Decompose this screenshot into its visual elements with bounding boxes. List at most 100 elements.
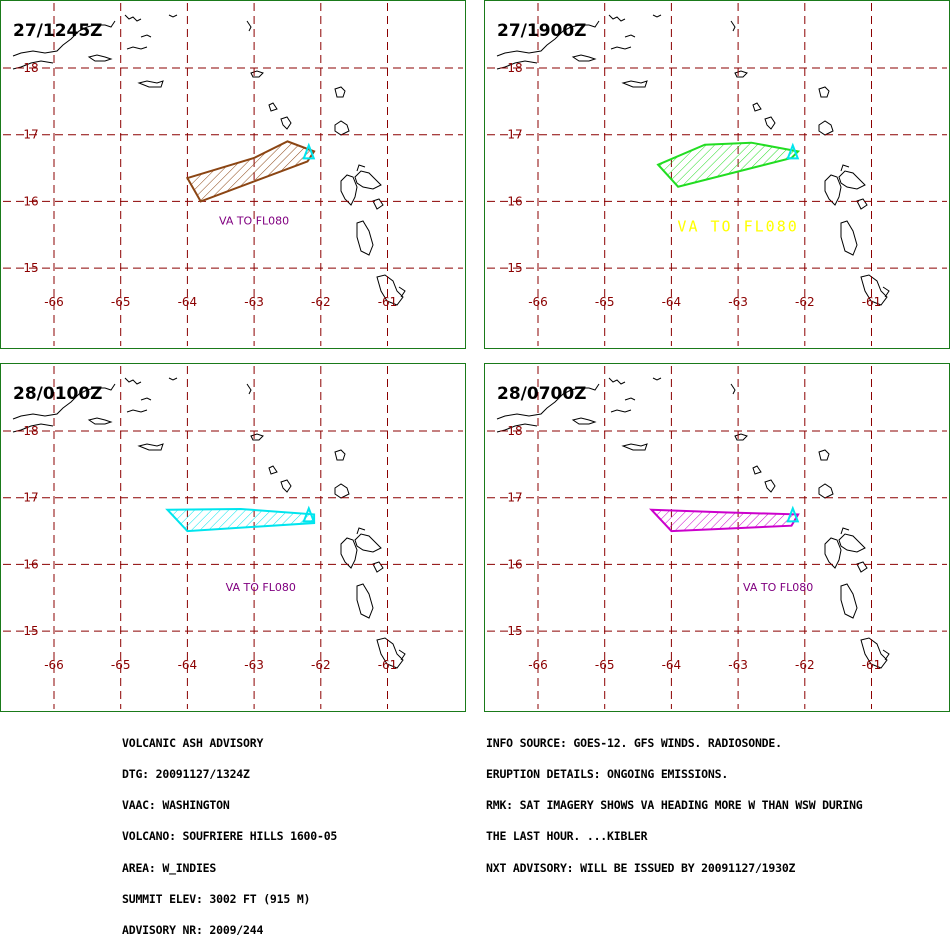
advisory-info-left: VOLCANIC ASH ADVISORY DTG: 20091127/1324… xyxy=(122,717,337,946)
coastline xyxy=(571,417,597,425)
info-line: VOLCANIC ASH ADVISORY xyxy=(122,735,264,750)
lon-tick-label: -62 xyxy=(311,295,331,309)
coastline xyxy=(137,80,164,88)
lon-tick-label: -62 xyxy=(795,295,815,309)
lat-tick-label: 18 xyxy=(23,424,38,438)
lat-tick-label: 18 xyxy=(507,61,522,75)
coastline xyxy=(124,377,142,385)
lon-tick-label: -61 xyxy=(862,295,882,309)
info-line: RMK: SAT IMAGERY SHOWS VA HEADING MORE W… xyxy=(486,798,863,813)
info-line: VOLCANO: SOUFRIERE HILLS 1600-05 xyxy=(122,829,338,844)
coastline xyxy=(621,443,648,451)
info-line: THE LAST HOUR. ...KIBLER xyxy=(486,829,648,844)
va-height-label: VA TO FL080 xyxy=(677,217,798,235)
coastline xyxy=(840,164,850,172)
coastline xyxy=(246,20,252,32)
coastline xyxy=(372,561,384,573)
coastline xyxy=(652,14,662,18)
lat-tick-label: 15 xyxy=(23,624,38,638)
coastline xyxy=(752,465,762,475)
coastline xyxy=(340,537,358,569)
lon-tick-label: -66 xyxy=(528,658,548,672)
coastline xyxy=(838,533,866,553)
coastline xyxy=(250,433,264,441)
volcano-triangle-icon xyxy=(786,505,800,523)
coastline xyxy=(398,286,406,298)
lon-tick-label: -63 xyxy=(728,658,748,672)
lat-tick-label: 17 xyxy=(23,491,38,505)
lon-tick-label: -66 xyxy=(44,295,64,309)
lat-tick-label: 15 xyxy=(507,624,522,638)
map-canvas: -66 -65 -64 -63 -62 -61 15 16 17 18 VA TO FL080 27/… xyxy=(487,3,947,346)
lon-tick-label: -65 xyxy=(111,295,131,309)
lat-tick-label: 18 xyxy=(507,424,522,438)
coastline xyxy=(571,54,597,62)
coastline xyxy=(137,443,164,451)
coastline xyxy=(354,170,382,190)
coastline xyxy=(356,220,374,256)
info-line: AREA: W_INDIES xyxy=(122,860,217,875)
coastline xyxy=(340,174,358,206)
map-canvas: -66 -65 -64 -63 -62 -61 15 16 17 18 VA TO FL080 28/… xyxy=(487,366,947,709)
lon-tick-label: -63 xyxy=(244,295,264,309)
panel-time-label: 28/0700Z xyxy=(497,384,587,404)
coastline xyxy=(280,116,292,130)
lon-tick-label: -64 xyxy=(178,295,198,309)
coastline xyxy=(334,483,350,499)
map-canvas: -66 -65 -64 -63 -62 -61 15 16 17 18 VA TO FL080 27/… xyxy=(3,3,463,346)
lon-tick-label: -63 xyxy=(728,295,748,309)
coastline xyxy=(824,174,842,206)
coastline xyxy=(140,34,152,38)
advisory-info-right: INFO SOURCE: GOES-12. GFS WINDS. RADIOSO… xyxy=(486,717,863,883)
coastline xyxy=(608,14,626,22)
coastline xyxy=(818,120,834,136)
coastline xyxy=(398,649,406,661)
coastline xyxy=(334,449,346,461)
lat-tick-label: 17 xyxy=(507,491,522,505)
coastline xyxy=(87,54,113,62)
ash-plume-polygon xyxy=(656,141,801,188)
coastline xyxy=(624,34,636,38)
coastline xyxy=(140,397,152,401)
coastline xyxy=(882,286,890,298)
ash-plume-polygon xyxy=(649,508,800,533)
coastline xyxy=(824,537,842,569)
coastline xyxy=(496,383,600,420)
lon-tick-label: -64 xyxy=(662,658,682,672)
ash-plume-polygon xyxy=(165,507,316,533)
coastline xyxy=(608,377,626,385)
info-line: DTG: 20091127/1324Z xyxy=(122,767,250,782)
coastline xyxy=(840,583,858,619)
coastline xyxy=(840,527,850,535)
coastline xyxy=(652,377,662,381)
lon-tick-label: -61 xyxy=(378,658,398,672)
coastline xyxy=(764,116,776,130)
coastline xyxy=(124,14,142,22)
lon-tick-label: -63 xyxy=(244,658,264,672)
lat-tick-label: 17 xyxy=(507,128,522,142)
coastline xyxy=(496,20,600,57)
coastline xyxy=(126,409,148,413)
lat-tick-label: 15 xyxy=(507,261,522,275)
coastline xyxy=(268,465,278,475)
lat-tick-label: 16 xyxy=(23,194,38,208)
coastline xyxy=(856,198,868,210)
coastline xyxy=(87,417,113,425)
va-height-label: VA TO FL080 xyxy=(743,581,813,594)
coastline xyxy=(168,377,178,381)
map-panel-3: -66 -65 -64 -63 -62 -61 15 16 17 18 VA TO FL080 28/… xyxy=(0,363,466,712)
coastline xyxy=(838,170,866,190)
coastline xyxy=(168,14,178,18)
coastline xyxy=(856,561,868,573)
coastline xyxy=(610,46,632,50)
info-line: ADVISORY NR: 2009/244 xyxy=(122,923,264,938)
coastline xyxy=(354,533,382,553)
lat-tick-label: 16 xyxy=(507,194,522,208)
lat-tick-label: 17 xyxy=(23,128,38,142)
coastline xyxy=(621,80,648,88)
map-panel-1: -66 -65 -64 -63 -62 -61 15 16 17 18 VA TO FL080 27/… xyxy=(0,0,466,349)
map-canvas: -66 -65 -64 -63 -62 -61 15 16 17 18 VA TO FL080 28/… xyxy=(3,366,463,709)
lat-tick-label: 18 xyxy=(23,61,38,75)
coastline xyxy=(610,409,632,413)
info-line: SUMMIT ELEV: 3002 FT (915 M) xyxy=(122,891,311,906)
